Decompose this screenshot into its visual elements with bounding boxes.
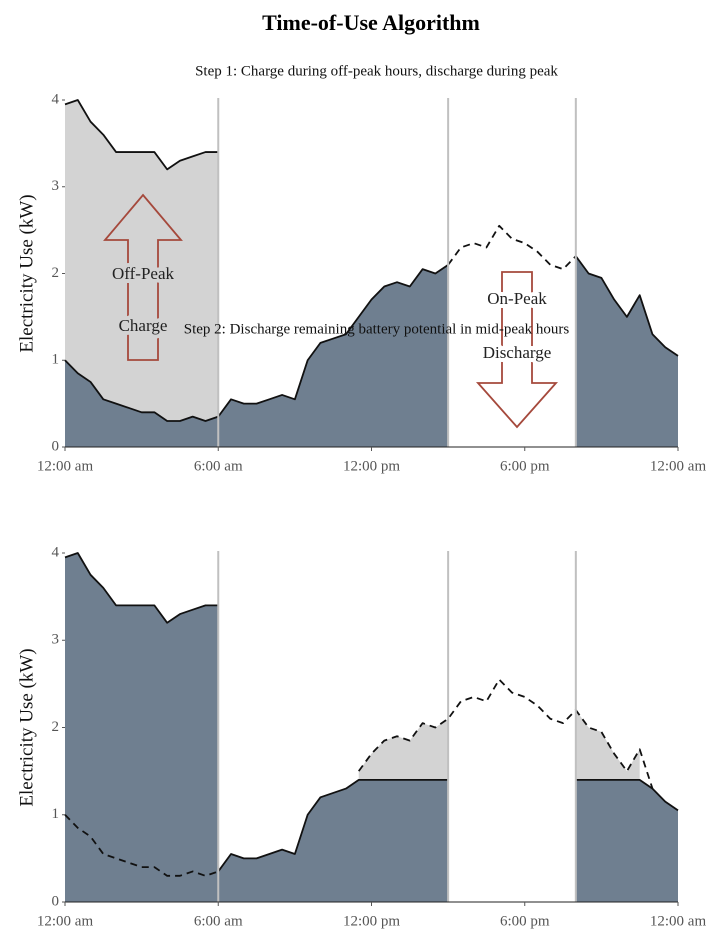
area — [65, 100, 219, 447]
line — [575, 255, 679, 357]
area — [65, 264, 449, 447]
y-tick-label: 1 — [52, 806, 60, 822]
charge-arrow — [103, 193, 183, 361]
y-axis-label: Electricity Use (kW) — [16, 194, 37, 352]
x-tick-label: 12:00 am — [650, 913, 707, 929]
chart-subtitle: Step 2: Discharge remaining battery pote… — [184, 321, 570, 337]
line — [64, 814, 219, 877]
line — [575, 778, 679, 812]
x-tick-label: 6:00 am — [194, 458, 243, 474]
discharge-arrow — [475, 271, 559, 429]
line — [358, 678, 654, 789]
y-tick-label: 2 — [52, 719, 60, 735]
y-tick-label: 0 — [52, 893, 60, 909]
y-tick-label: 4 — [52, 91, 60, 107]
line — [217, 778, 449, 872]
x-tick-label: 6:00 pm — [500, 458, 550, 474]
area — [65, 553, 219, 902]
x-tick-label: 12:00 pm — [343, 458, 400, 474]
x-tick-label: 6:00 am — [194, 913, 243, 929]
line — [64, 99, 219, 171]
x-tick-label: 12:00 am — [37, 458, 94, 474]
line — [64, 264, 449, 422]
y-tick-label: 3 — [52, 632, 60, 648]
line — [447, 224, 577, 271]
y-tick-label: 2 — [52, 265, 60, 281]
area — [575, 256, 678, 447]
annotation: Charge — [119, 316, 168, 335]
y-tick-label: 3 — [52, 178, 60, 194]
x-tick-label: 12:00 am — [650, 458, 707, 474]
line — [64, 552, 219, 624]
annotation: On-Peak — [487, 289, 547, 308]
area — [575, 779, 678, 902]
x-tick-label: 12:00 am — [37, 913, 94, 929]
annotation: Discharge — [483, 343, 552, 362]
y-tick-label: 4 — [52, 544, 60, 560]
area — [218, 779, 449, 902]
y-tick-label: 1 — [52, 352, 60, 368]
annotation: Off-Peak — [112, 264, 174, 283]
y-axis-label: Electricity Use (kW) — [16, 648, 37, 806]
main-title: Time-of-Use Algorithm — [262, 10, 480, 35]
y-tick-label: 0 — [52, 438, 60, 454]
x-tick-label: 12:00 pm — [343, 913, 400, 929]
chart-subtitle: Step 1: Charge during off-peak hours, di… — [195, 63, 558, 79]
x-tick-label: 6:00 pm — [500, 913, 550, 929]
